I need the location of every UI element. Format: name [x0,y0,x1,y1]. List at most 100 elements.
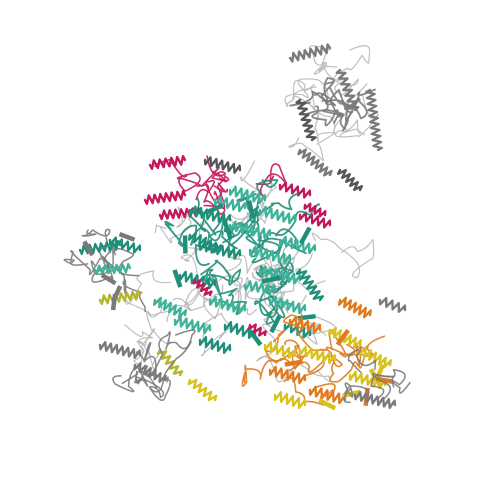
loop-coil [218,275,249,309]
teal-strand [248,329,263,347]
gray-coil [144,329,196,377]
teal-coil [200,259,242,287]
teal-helix [295,268,325,302]
teal-helix [173,315,212,335]
gray-coil [112,365,149,393]
teal-helix [213,195,247,213]
teal-helix [188,231,222,254]
yellow-orange-helix [298,345,337,365]
gray-helix [378,297,407,313]
loop-coil [230,160,271,230]
teal-strand [205,203,224,215]
teal-helix [268,295,307,315]
teal-helix [153,296,187,319]
gray-helix [297,148,333,177]
crimson-helix [303,202,327,218]
teal-helix [258,265,302,285]
loop-coil [200,312,235,357]
gray-domain-coil [289,90,344,118]
teal-coil [211,274,248,316]
teal-strand [298,226,312,245]
teal-helix [93,262,132,276]
teal-strand [172,269,183,288]
teal-helix [178,270,217,290]
yellow-orange-helix [358,346,392,369]
gray-coil [103,241,140,277]
crimson-helix [148,155,187,170]
yellow-orange-strand [284,359,303,367]
gray-domain-coil [333,88,376,130]
gray-helix [133,362,167,383]
teal-helix [278,235,317,255]
gray-domain-coil [320,77,344,105]
yellow-orange-helix [263,341,297,359]
yellow-orange-helix [273,391,307,409]
teal-strand [222,220,233,240]
loop-coil [333,45,371,96]
loop-coil [311,232,375,279]
teal-coil [243,192,300,237]
loop-coil [154,206,192,244]
olive-helix [156,348,184,377]
teal-helix [243,280,277,295]
gray-coil [371,369,406,402]
yellow-orange-strand [318,398,337,411]
gray-helix [295,98,317,142]
teal-helix [223,321,257,339]
loop-coil [288,113,336,162]
yellow-orange-helix [338,296,372,319]
gray-helix [337,168,363,192]
teal-strand [246,200,256,219]
crimson-helix [298,211,332,229]
gray-strand [82,240,95,257]
gray-helix [288,43,332,63]
yellow-orange-strand [335,328,350,347]
crimson-helix [278,181,312,199]
teal-coil [187,196,238,250]
gray-strand [111,285,123,302]
loop-coil [120,270,175,318]
gray-coil [135,341,158,389]
teal-strand [269,314,282,334]
teal-helix [228,220,272,240]
gray-strand [118,231,136,242]
loop-coil [284,78,329,110]
gray-helix [335,68,360,112]
teal-helix [198,336,232,354]
gray-helix [203,156,242,174]
loop-coil [225,254,258,316]
teal-strand [261,275,281,284]
gray-helix [98,341,142,359]
yellow-helix [187,378,218,402]
gray-coil [343,382,370,404]
teal-helix [208,295,247,315]
loop-coil [292,79,368,134]
gray-helix [365,88,383,152]
teal-helix [78,240,122,255]
crimson-helix [143,190,187,205]
teal-strand [297,313,316,321]
olive-helix [98,290,142,305]
teal-helix [248,245,292,265]
gray-helix [353,391,397,409]
orange-coil [241,357,291,387]
teal-helix [188,205,232,225]
crimson-helix [248,323,267,337]
crimson-helix [192,278,213,297]
gray-coil [347,348,377,373]
teal-helix [228,185,267,205]
yellow-orange-helix [308,385,347,405]
teal-helix [108,236,142,254]
yellow-orange-helix [268,365,307,385]
gray-coil [148,341,192,402]
teal-helix [258,205,297,225]
gray-coil [63,250,110,276]
gray-coil [121,370,165,399]
gray-coil [81,228,112,254]
gray-strand [100,273,117,286]
yellow-orange-helix [288,316,322,334]
gray-coil [100,255,146,313]
crimson-coil [200,166,228,216]
